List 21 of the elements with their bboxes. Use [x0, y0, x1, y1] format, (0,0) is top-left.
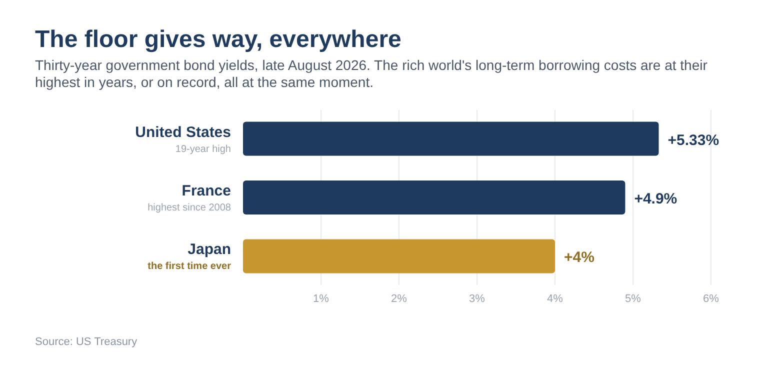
data-label: +4.9%	[634, 190, 678, 208]
bar	[243, 122, 659, 156]
data-label: +5.33%	[668, 132, 720, 149]
chart-subtitle: Thirty-year government bond yields, late August 2026. The rich world's long-term borrowing costs are at their highest in years, or on record, all at the same moment.	[35, 57, 708, 90]
chart-title: The floor gives way, everywhere	[35, 26, 402, 53]
text: 19-year high	[175, 144, 231, 155]
x-tick-label: 5%	[625, 293, 642, 305]
y-tick-label: France	[182, 182, 231, 200]
y-tick-label: Japan	[188, 241, 231, 258]
x-tick-label: 1%	[313, 293, 330, 305]
bar	[243, 180, 626, 215]
text: the first time ever	[148, 261, 232, 272]
data-label: +4%	[564, 249, 594, 266]
source-note: Source: US Treasury	[35, 336, 138, 348]
x-tick-label: 4%	[547, 293, 564, 305]
x-tick-label: 2%	[391, 293, 408, 305]
x-tick-label: 6%	[703, 293, 720, 305]
y-tick-label: United States	[135, 124, 231, 141]
text: highest since 2008	[148, 202, 232, 214]
x-tick-label: 3%	[469, 293, 486, 305]
bar	[243, 239, 555, 274]
